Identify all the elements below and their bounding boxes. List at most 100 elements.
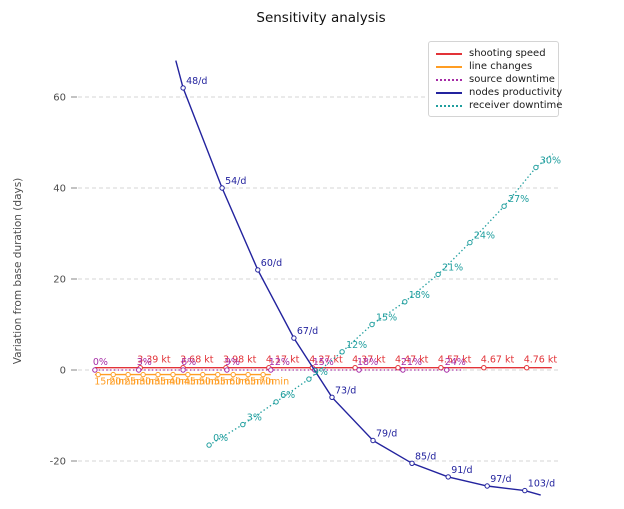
series-line [208, 153, 554, 446]
point-marker [395, 365, 401, 371]
point-marker [255, 267, 261, 273]
point-marker [245, 371, 251, 378]
point-label: 12% [346, 340, 367, 351]
point-marker [370, 437, 376, 444]
point-marker [435, 271, 441, 278]
point-label: 24% [474, 231, 495, 242]
point-label: 15min [94, 377, 124, 388]
y-tick-label: -20 [50, 457, 66, 468]
point-marker [200, 371, 206, 378]
point-label: 4.37 kt [352, 355, 386, 366]
point-label: 21% [442, 262, 463, 273]
point-label: 40min [169, 377, 199, 388]
legend-entry-shooting-speed: shooting speed [436, 47, 550, 60]
point-label: 55min [214, 377, 244, 388]
point-label: 48/d [186, 76, 207, 87]
point-marker [224, 367, 230, 373]
point-label: 4.47 kt [395, 355, 429, 366]
point-label: 85/d [415, 451, 436, 462]
point-label: 103/d [528, 479, 555, 490]
point-marker [339, 349, 345, 355]
point-label: 6% [280, 390, 295, 401]
point-marker [95, 371, 101, 378]
legend-entry-source-downtime: source downtime [436, 73, 555, 86]
point-marker [409, 460, 415, 466]
point-marker [260, 371, 266, 378]
point-label: 60min [229, 377, 259, 388]
point-label: 3% [137, 357, 152, 368]
point-label: 9% [313, 367, 328, 378]
series-shooting-speed: 3.39 kt 3.68 kt 3.98 kt 4.17 kt 4.27 kt 4.37 … [94, 355, 557, 371]
point-marker [400, 367, 406, 373]
point-marker [92, 367, 98, 373]
point-label: 27% [508, 194, 529, 205]
point-marker [180, 85, 186, 91]
point-marker [219, 185, 225, 191]
point-label: 4.57 kt [438, 355, 472, 366]
point-label: 25min [124, 377, 154, 388]
legend-entry-label: source downtime [469, 74, 555, 85]
point-label: 79/d [376, 429, 397, 440]
point-marker [155, 371, 161, 378]
point-label: 15% [313, 357, 334, 368]
legend-entry-receiver-downtime: receiver downtime [436, 99, 562, 112]
point-label: 0% [93, 357, 108, 368]
series-source-downtime: 0% 3% 6% 9% 12% 15% 18% 21% 24% [92, 357, 466, 373]
series-receiver-downtime: 0% 3% 6% 9% 12% 15% 18% 21% 24% 27% 30% [206, 153, 561, 448]
point-label: 45min [184, 377, 214, 388]
y-tick-label: 20 [53, 275, 66, 286]
legend-entry-nodes-productivity: nodes productivity [436, 86, 562, 99]
point-marker [215, 371, 221, 378]
point-marker [524, 365, 530, 371]
point-marker [206, 442, 212, 448]
point-marker [444, 367, 450, 373]
point-marker [273, 399, 279, 405]
point-label: 4.67 kt [481, 355, 515, 366]
point-label: 3% [247, 413, 262, 424]
point-label: 35min [154, 377, 184, 388]
point-label: 50min [199, 377, 229, 388]
legend-line-sample [436, 91, 462, 94]
legend-entry-label: nodes productivity [469, 87, 563, 98]
point-marker [268, 367, 274, 373]
point-marker [445, 474, 451, 480]
point-label: 21% [401, 357, 422, 368]
point-label: 3.98 kt [223, 355, 257, 366]
point-label: 4.17 kt [266, 355, 300, 366]
point-marker [438, 365, 444, 371]
point-marker [230, 371, 236, 378]
legend-entry-label: shooting speed [469, 48, 546, 59]
point-label: 20min [109, 377, 139, 388]
point-label: 3.68 kt [180, 355, 214, 366]
point-label: 91/d [451, 465, 472, 476]
point-marker [180, 367, 186, 373]
legend-line-sample [436, 78, 462, 81]
point-marker [484, 483, 490, 489]
point-label: 97/d [490, 474, 511, 485]
point-marker [110, 371, 116, 378]
point-marker [185, 371, 191, 378]
point-label: 6% [181, 357, 196, 368]
y-tick-label: 0 [60, 366, 66, 377]
point-marker [136, 367, 142, 373]
y-tick-label: 40 [53, 184, 66, 195]
point-marker [369, 321, 375, 328]
point-marker [352, 365, 358, 371]
point-label: 3.39 kt [137, 355, 171, 366]
point-label: 30min [139, 377, 169, 388]
point-marker [522, 487, 528, 494]
point-label: 9% [225, 357, 240, 368]
point-marker [291, 335, 297, 341]
point-label: 65min [244, 377, 274, 388]
y-tick-label: 60 [53, 93, 66, 104]
point-marker [329, 394, 335, 400]
point-marker [240, 421, 246, 428]
point-marker [402, 299, 408, 305]
legend-line-sample [436, 104, 462, 107]
point-marker [467, 239, 473, 246]
point-marker [356, 367, 362, 373]
point-label: 67/d [297, 326, 318, 337]
legend-entry-line-changes: line changes [436, 60, 550, 73]
